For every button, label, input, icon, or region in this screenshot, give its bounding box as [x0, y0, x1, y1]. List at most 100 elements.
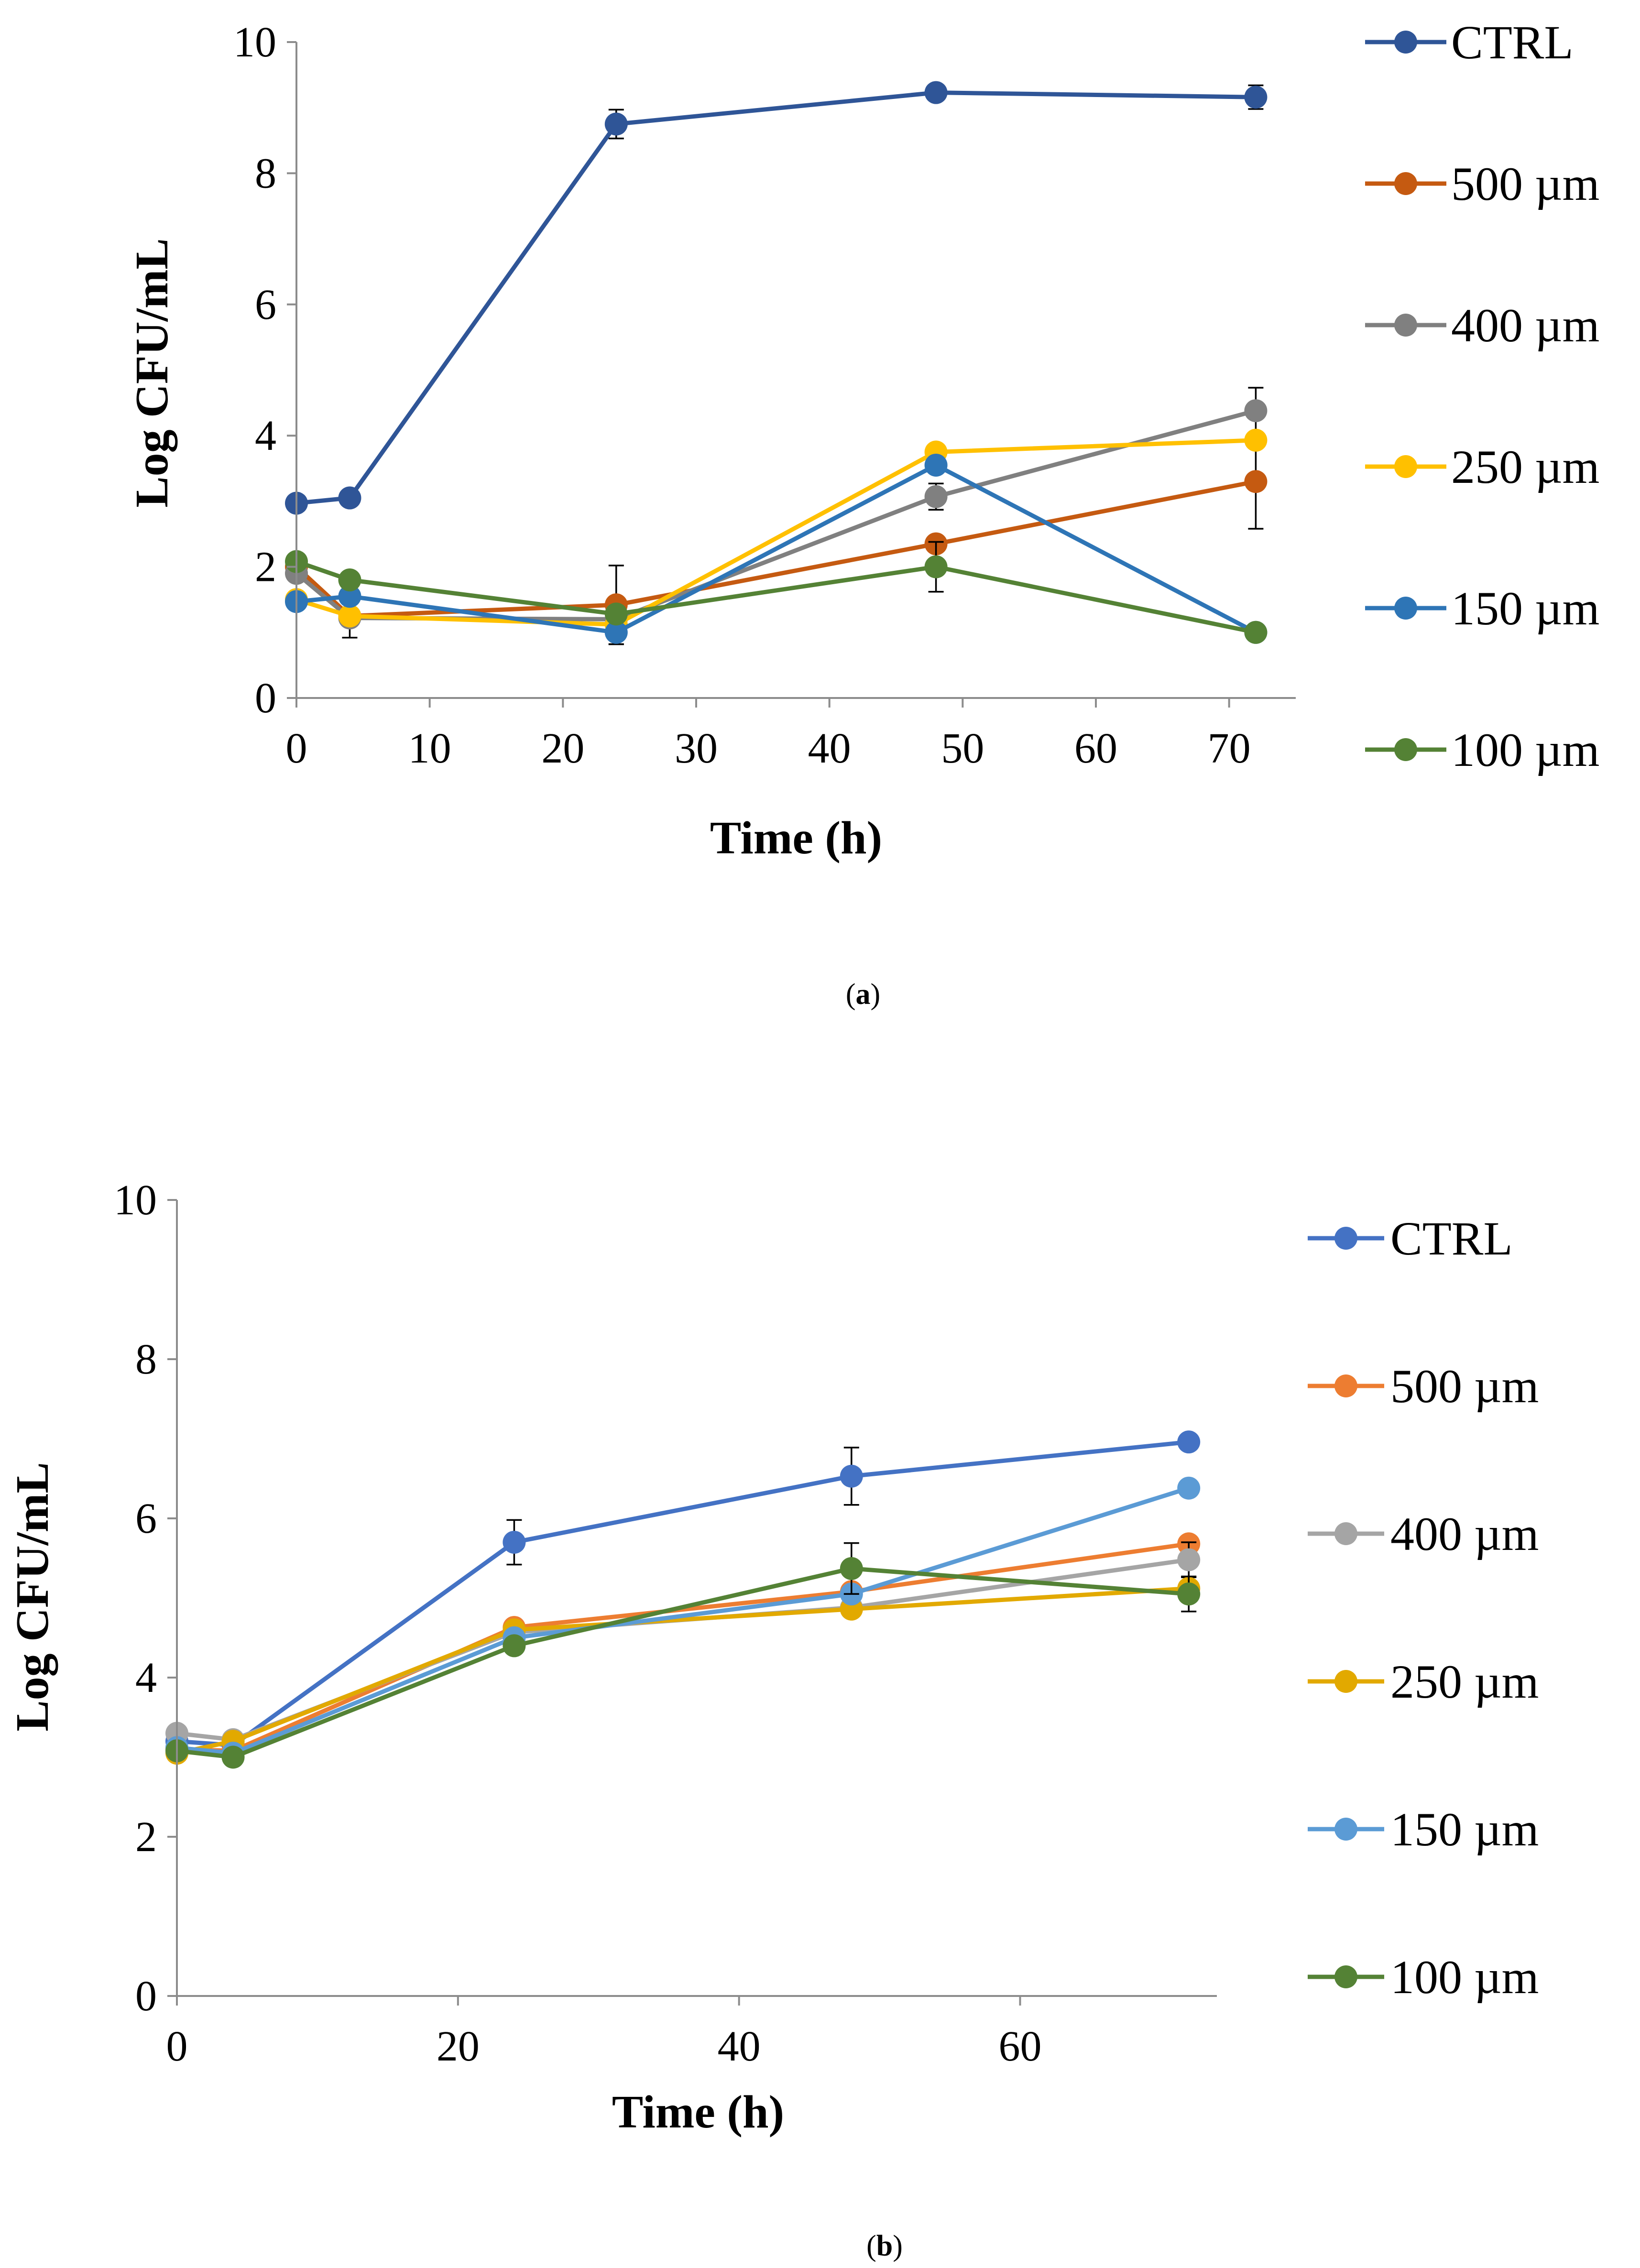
series-a-5 [285, 541, 1268, 644]
y-tick-label-b: 2 [135, 1813, 157, 1861]
legend-a: CTRL 500 µm 400 µm 250 µm 150 µm 100 µm [1365, 16, 1599, 776]
x-tick-label-a: 20 [541, 725, 584, 772]
panel-caption-a: (a) [846, 978, 880, 1011]
panel-caption-letter-a: a [856, 978, 871, 1011]
legend-item-a-2: 400 µm [1365, 299, 1599, 352]
legend-swatch-marker [1334, 1818, 1357, 1841]
data-point [503, 1530, 526, 1554]
legend-label: 400 µm [1451, 299, 1599, 352]
legend-item-b-1: 500 µm [1308, 1360, 1539, 1413]
legend-label: 150 µm [1451, 582, 1599, 635]
legend-label: CTRL [1390, 1212, 1513, 1265]
series-b-2 [165, 1541, 1201, 1751]
data-point [503, 1634, 526, 1657]
y-tick-label-a: 8 [255, 150, 276, 197]
x-axis-title-a: Time (h) [710, 812, 882, 864]
x-tick-label-b: 20 [437, 2023, 480, 2070]
y-tick-label-a: 6 [255, 281, 276, 328]
data-point [1244, 621, 1268, 644]
tick-labels-b: 0 2 4 6 8 10 0 20 40 60 [114, 1177, 1042, 2070]
y-tick-label-a: 4 [255, 412, 276, 459]
legend-swatch-marker [1334, 1227, 1357, 1250]
data-point [840, 1464, 863, 1488]
series-line-a [296, 463, 1257, 635]
legend-label: 100 µm [1390, 1951, 1539, 2004]
legend-item-b-5: 100 µm [1308, 1951, 1539, 2004]
legend-label: 500 µm [1390, 1360, 1539, 1413]
x-axis-title-b: Time (h) [612, 2086, 784, 2138]
data-point [1177, 1548, 1201, 1571]
y-tick-label-a: 0 [255, 675, 276, 722]
legend-swatch-marker [1394, 455, 1417, 478]
series-line-a [295, 408, 1257, 622]
series-layer-b [165, 1430, 1201, 1769]
legend-swatch-marker [1394, 738, 1417, 761]
data-point [924, 453, 948, 477]
panel-caption-letter-b: b [876, 2230, 893, 2262]
legend-label: CTRL [1451, 16, 1574, 69]
legend-item-b-3: 250 µm [1308, 1655, 1539, 1708]
legend-item-a-1: 500 µm [1365, 157, 1599, 210]
y-tick-label-b: 10 [114, 1177, 157, 1224]
data-point [338, 604, 361, 628]
chart-panel-b: 0 2 4 6 8 10 0 20 40 60 Time (h) Log CFU/mL CTRL 5… [7, 1177, 1539, 2262]
series-line-b [176, 1439, 1189, 1748]
series-line-a [296, 90, 1256, 505]
data-point [924, 555, 948, 578]
data-point [338, 486, 361, 510]
legend-item-a-0: CTRL [1365, 16, 1574, 69]
x-tick-label-a: 40 [808, 725, 851, 772]
legend-label: 250 µm [1451, 440, 1599, 493]
legend-item-b-2: 400 µm [1308, 1507, 1539, 1560]
data-point [221, 1745, 245, 1769]
legend-item-b-4: 150 µm [1308, 1803, 1539, 1856]
legend-swatch-marker [1394, 314, 1417, 337]
series-line-b [176, 1586, 1189, 1756]
legend-swatch-marker [1334, 1670, 1357, 1693]
y-tick-label-b: 4 [135, 1654, 157, 1701]
legend-b: CTRL 500 µm 400 µm 250 µm 150 µm 100 µm [1308, 1212, 1539, 2004]
series-layer-a [285, 81, 1268, 645]
legend-swatch-marker [1334, 1522, 1357, 1545]
x-tick-label-a: 60 [1074, 725, 1117, 772]
x-tick-label-b: 0 [166, 2023, 188, 2070]
tick-labels-a: 0 2 4 6 8 10 0 10 20 30 40 50 60 70 [233, 19, 1251, 772]
legend-item-b-0: CTRL [1308, 1212, 1513, 1265]
series-b-5 [165, 1542, 1201, 1769]
y-axis-title-a: Log CFU/mL [126, 238, 178, 508]
axes-b [167, 1199, 1217, 2006]
x-tick-label-b: 40 [718, 2023, 761, 2070]
x-tick-label-a: 10 [408, 725, 451, 772]
data-point [1177, 1476, 1201, 1500]
series-line-a [295, 438, 1256, 627]
data-point [1177, 1582, 1201, 1606]
y-tick-label-b: 0 [135, 1973, 157, 2020]
y-tick-label-a: 10 [233, 19, 276, 66]
data-point [338, 568, 361, 592]
legend-item-a-3: 250 µm [1365, 440, 1599, 493]
x-tick-label-a: 50 [941, 725, 984, 772]
legend-swatch-marker [1394, 31, 1417, 54]
x-tick-label-a: 30 [675, 725, 718, 772]
x-tick-label-b: 60 [999, 2023, 1042, 2070]
series-a-2 [285, 387, 1268, 639]
x-tick-label-a: 0 [286, 725, 307, 772]
legend-label: 150 µm [1390, 1803, 1539, 1856]
axes-a [287, 41, 1296, 708]
legend-swatch-marker [1394, 172, 1417, 195]
data-point [1244, 470, 1268, 493]
data-point [1244, 86, 1268, 109]
legend-label: 250 µm [1390, 1655, 1539, 1708]
data-point [1244, 399, 1268, 423]
y-tick-label-a: 2 [255, 544, 276, 591]
y-tick-label-b: 6 [135, 1495, 157, 1542]
data-point [1177, 1430, 1201, 1454]
series-a-0 [285, 81, 1268, 515]
legend-label: 100 µm [1451, 723, 1599, 776]
legend-item-a-5: 100 µm [1365, 723, 1599, 776]
data-point [924, 485, 948, 508]
data-point [338, 585, 361, 608]
legend-swatch-marker [1394, 597, 1417, 620]
series-b-1 [165, 1532, 1201, 1763]
